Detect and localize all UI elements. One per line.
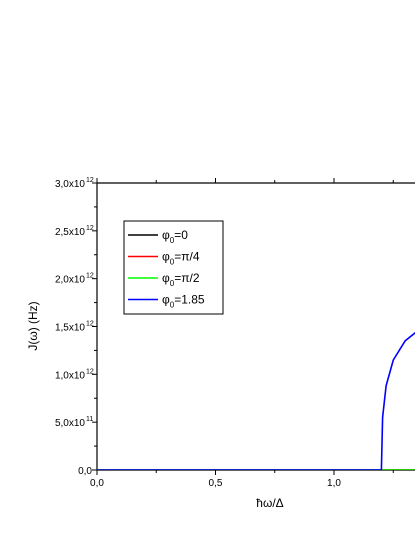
legend-label: φ0=1.85	[162, 293, 205, 310]
x-tick-label: 0,0	[90, 478, 104, 489]
x-ticks: 0,00,51,01,52,02,5	[90, 178, 394, 489]
y-tick-label: 0,0	[78, 466, 92, 477]
legend-box	[123, 220, 224, 315]
y-tick-exponent: 11	[86, 416, 93, 423]
y-tick-label: 3,0x10	[55, 179, 85, 190]
y-tick-label: 1,5x10	[55, 323, 85, 334]
legend: φ0=0 φ0=π/4 φ0=π/2 φ0=1.85	[123, 220, 224, 315]
y-tick-label: 2,5x10	[55, 227, 85, 238]
y-tick-exponent: 12	[86, 177, 94, 184]
y-tick-exponent: 12	[86, 368, 94, 375]
x-tick-label: 1,0	[327, 478, 341, 489]
legend-label: φ0=0	[162, 228, 188, 245]
y-tick-label: 2,0x10	[55, 275, 85, 286]
series-line	[97, 469, 415, 470]
legend-label: φ0=π/2	[162, 271, 200, 288]
series-line	[97, 469, 415, 470]
series-line	[97, 331, 415, 470]
x-axis-label: ħω/Δ	[256, 496, 283, 510]
y-ticks: 0,05,0x10 111,0x10 121,5x10 122,0x10 122,5x1…	[55, 177, 97, 477]
y-tick-exponent: 12	[86, 225, 94, 232]
legend-label: φ0=π/4	[162, 250, 200, 267]
y-tick-label: 5,0x10	[55, 418, 85, 429]
y-axis-label: J(ω) (Hz)	[26, 301, 40, 350]
y-tick-exponent: 12	[86, 273, 94, 280]
x-tick-label: 0,5	[209, 478, 223, 489]
y-tick-exponent: 12	[86, 321, 94, 328]
y-tick-label: 1,0x10	[55, 370, 85, 381]
series-lines	[97, 331, 415, 470]
